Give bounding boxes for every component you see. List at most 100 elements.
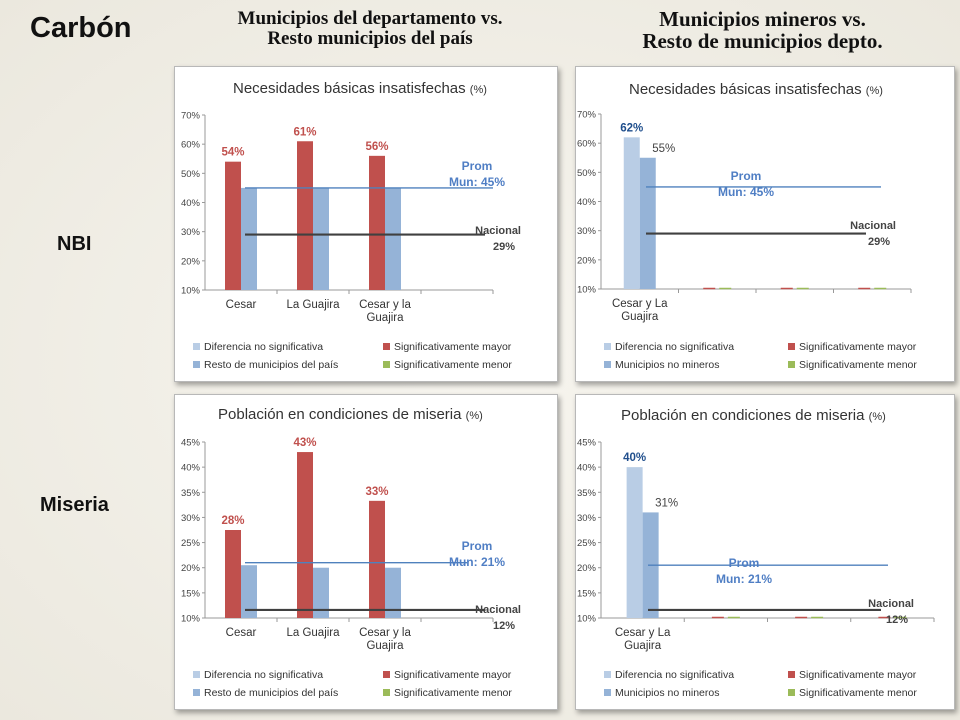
nacional-label: Nacional	[475, 604, 521, 616]
y-tick-label: 10%	[181, 614, 201, 625]
chart-title-unit: (%)	[869, 411, 886, 423]
category-label: Cesar y La	[612, 298, 668, 310]
y-tick-label: 10%	[577, 285, 597, 296]
bar-secondary	[385, 567, 401, 618]
chart-title-text: Población en condiciones de miseria	[218, 406, 466, 423]
legend-swatch	[193, 671, 200, 678]
legend-item: Resto de municipios del país	[204, 687, 338, 699]
legend-item: Diferencia no significativa	[204, 341, 323, 353]
legend-item: Municipios no mineros	[615, 687, 719, 699]
chart-title: Necesidades básicas insatisfechas (%)	[233, 80, 487, 97]
y-tick-label: 60%	[577, 139, 597, 150]
row-label-nbi: NBI	[57, 233, 92, 255]
nacional-label: Nacional	[868, 598, 914, 610]
y-tick-label: 40%	[577, 463, 597, 474]
legend-swatch	[193, 343, 200, 350]
bar-secondary	[241, 565, 257, 618]
legend-swatch	[788, 343, 795, 350]
chart-title-text: Necesidades básicas insatisfechas	[233, 80, 470, 97]
chart-title-unit: (%)	[470, 84, 487, 96]
category-label: Guajira	[366, 312, 404, 324]
prom-label: Prom	[462, 159, 493, 173]
legend-item: Significativamente menor	[394, 359, 512, 371]
data-label: 33%	[365, 486, 388, 498]
chart-title-unit: (%)	[466, 410, 483, 422]
y-tick-label: 35%	[577, 488, 597, 499]
data-label: 54%	[221, 147, 244, 159]
data-label: 40%	[623, 452, 646, 464]
y-tick-label: 35%	[181, 488, 201, 499]
category-label: Cesar y La	[615, 627, 671, 639]
right-column-heading: Municipios mineros vs. Resto de municipi…	[570, 8, 955, 52]
category-label: Cesar y la	[359, 299, 411, 311]
chart-miseria-right: Población en condiciones de miseria (%) 1…	[577, 407, 935, 699]
y-tick-label: 60%	[181, 140, 201, 151]
legend-item: Significativamente mayor	[394, 669, 512, 681]
bar-secondary	[639, 157, 656, 289]
legend-swatch	[383, 343, 390, 350]
chart-panel-nbi-left: Necesidades básicas insatisfechas (%) 10%…	[174, 66, 558, 382]
y-tick-label: 25%	[181, 538, 201, 549]
y-tick-label: 40%	[181, 463, 201, 474]
chart-nbi-right: Necesidades básicas insatisfechas (%) 10%…	[577, 81, 917, 371]
left-heading-line-1: Municipios del departamento vs.	[237, 8, 503, 29]
legend-item: Diferencia no significativa	[615, 669, 734, 681]
y-tick-label: 25%	[577, 538, 597, 549]
bar-primary	[623, 137, 640, 289]
nacional-value: 29%	[868, 236, 890, 248]
nacional-value: 29%	[493, 241, 515, 253]
legend-item: Municipios no mineros	[615, 359, 719, 371]
category-label: Cesar	[226, 627, 257, 639]
bar-primary	[297, 141, 313, 290]
left-column-heading: Municipios del departamento vs. Resto mu…	[175, 9, 565, 49]
y-tick-label: 50%	[181, 169, 201, 180]
chart-panel-nbi-right: Necesidades básicas insatisfechas (%) 10%…	[575, 66, 955, 382]
bar-secondary	[313, 187, 329, 290]
category-label: La Guajira	[286, 627, 340, 639]
legend-swatch	[604, 671, 611, 678]
chart-title: Población en condiciones de miseria (%)	[218, 406, 483, 423]
category-label: Cesar y la	[359, 627, 411, 639]
nacional-value: 12%	[886, 614, 908, 626]
chart-title: Necesidades básicas insatisfechas (%)	[629, 81, 883, 98]
y-tick-label: 20%	[181, 256, 201, 267]
legend-swatch	[383, 361, 390, 368]
nacional-label: Nacional	[475, 225, 521, 237]
right-heading-line-1: Municipios mineros vs.	[659, 7, 866, 31]
legend-swatch	[788, 689, 795, 696]
y-tick-label: 30%	[577, 513, 597, 524]
chart-miseria-left: Población en condiciones de miseria (%) 1…	[181, 406, 521, 699]
nacional-value: 12%	[493, 620, 515, 632]
category-label: Guajira	[624, 640, 662, 652]
data-label: 31%	[655, 497, 678, 509]
left-heading-line-2: Resto municipios del país	[267, 27, 473, 49]
legend-item: Diferencia no significativa	[615, 341, 734, 353]
bar-primary	[297, 452, 313, 618]
chart-title-unit: (%)	[866, 85, 883, 97]
y-tick-label: 10%	[577, 614, 597, 625]
legend-swatch	[383, 689, 390, 696]
category-label: Guajira	[366, 640, 404, 652]
chart-title-text: Necesidades básicas insatisfechas	[629, 81, 866, 98]
legend-item: Significativamente menor	[799, 359, 917, 371]
prom-label: Prom	[731, 169, 762, 183]
legend-swatch	[604, 343, 611, 350]
legend-item: Resto de municipios del país	[204, 359, 338, 371]
data-label: 62%	[620, 122, 643, 134]
data-label: 56%	[365, 141, 388, 153]
prom-value: Mun: 21%	[716, 572, 772, 586]
chart-panel-miseria-right: Población en condiciones de miseria (%) 1…	[575, 394, 955, 710]
y-tick-label: 45%	[577, 438, 597, 449]
data-label: 43%	[293, 437, 316, 449]
legend-item: Diferencia no significativa	[204, 669, 323, 681]
right-heading-line-2: Resto de municipios depto.	[642, 29, 883, 54]
bar-secondary	[385, 187, 401, 290]
category-label: Cesar	[226, 299, 257, 311]
bar-primary	[225, 161, 241, 290]
legend-item: Significativamente menor	[394, 687, 512, 699]
legend-item: Significativamente mayor	[799, 341, 917, 353]
y-tick-label: 45%	[181, 438, 201, 449]
y-tick-label: 30%	[181, 513, 201, 524]
data-label: 55%	[652, 143, 675, 155]
y-tick-label: 15%	[181, 588, 201, 599]
